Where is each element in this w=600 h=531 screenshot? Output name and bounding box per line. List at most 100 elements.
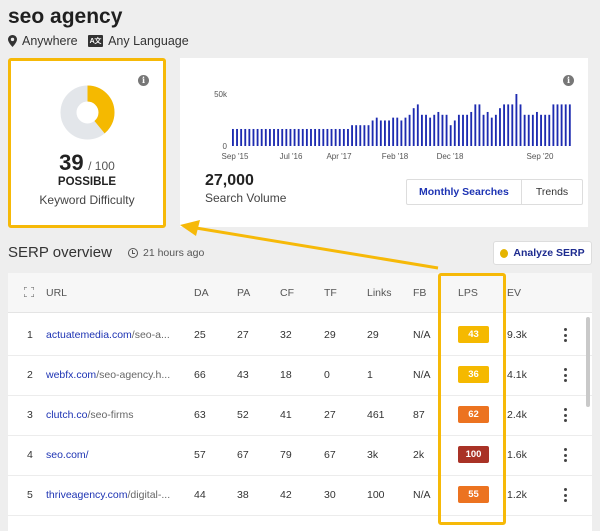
- language-label[interactable]: Any Language: [108, 34, 189, 48]
- tab-monthly-searches[interactable]: Monthly Searches: [407, 180, 522, 204]
- volume-bar[interactable]: [511, 104, 514, 146]
- volume-bar[interactable]: [289, 128, 292, 146]
- volume-bar[interactable]: [560, 104, 563, 146]
- volume-bar[interactable]: [347, 128, 349, 146]
- row-url[interactable]: webfx.com/seo-agency.h...: [46, 369, 170, 381]
- volume-bar[interactable]: [334, 128, 337, 146]
- volume-bar[interactable]: [412, 108, 415, 146]
- volume-bar[interactable]: [314, 128, 317, 146]
- volume-bar[interactable]: [375, 117, 378, 146]
- volume-bar[interactable]: [556, 104, 559, 146]
- column-da[interactable]: DA: [194, 287, 209, 299]
- volume-bar[interactable]: [437, 111, 440, 146]
- table-row[interactable]: 2 webfx.com/seo-agency.h... 66 43 18 0 1 N/A 4.1…: [8, 356, 592, 396]
- row-url-path[interactable]: /seo-firms: [87, 409, 134, 421]
- row-url-domain[interactable]: thriveagency.com: [46, 489, 128, 501]
- row-url[interactable]: seo.com/: [46, 449, 89, 461]
- volume-bar[interactable]: [474, 104, 477, 146]
- volume-bar[interactable]: [367, 125, 370, 146]
- volume-bar[interactable]: [445, 114, 448, 146]
- kebab-menu-icon[interactable]: [563, 368, 567, 382]
- volume-bar[interactable]: [244, 128, 247, 146]
- volume-bar[interactable]: [507, 104, 510, 146]
- volume-bar[interactable]: [297, 128, 300, 146]
- volume-bar[interactable]: [268, 128, 271, 146]
- volume-bar[interactable]: [408, 114, 411, 146]
- volume-bar[interactable]: [310, 128, 312, 146]
- volume-bar[interactable]: [277, 128, 280, 146]
- row-url-path[interactable]: /seo-agency.h...: [96, 369, 171, 381]
- volume-bar[interactable]: [388, 120, 390, 146]
- volume-bar[interactable]: [548, 114, 551, 146]
- row-url[interactable]: actuatemedia.com/seo-a...: [46, 329, 170, 341]
- volume-bar[interactable]: [536, 111, 538, 146]
- volume-bar[interactable]: [449, 125, 452, 146]
- kebab-menu-icon[interactable]: [563, 448, 567, 462]
- volume-bar[interactable]: [425, 114, 427, 146]
- volume-bar[interactable]: [326, 128, 329, 146]
- volume-bar[interactable]: [248, 128, 251, 146]
- volume-bar[interactable]: [478, 104, 481, 146]
- volume-bar[interactable]: [404, 117, 407, 146]
- volume-bar[interactable]: [363, 125, 366, 146]
- row-url-domain[interactable]: actuatemedia.com: [46, 329, 132, 341]
- column-cf[interactable]: CF: [280, 287, 294, 299]
- volume-bar[interactable]: [285, 128, 288, 146]
- volume-bar[interactable]: [293, 128, 296, 146]
- volume-bar[interactable]: [305, 128, 308, 146]
- kebab-menu-icon[interactable]: [563, 408, 567, 422]
- volume-bar[interactable]: [256, 128, 259, 146]
- volume-bar[interactable]: [322, 128, 325, 146]
- volume-bar[interactable]: [400, 120, 403, 146]
- volume-bar[interactable]: [494, 114, 497, 146]
- volume-bar[interactable]: [359, 125, 362, 146]
- info-icon[interactable]: i: [563, 75, 574, 86]
- volume-bar[interactable]: [462, 114, 464, 146]
- expand-icon[interactable]: [24, 287, 34, 297]
- volume-bar[interactable]: [384, 120, 386, 146]
- volume-bar[interactable]: [540, 114, 542, 146]
- volume-bar[interactable]: [470, 111, 473, 146]
- volume-bar[interactable]: [523, 114, 526, 146]
- volume-bar[interactable]: [273, 128, 275, 146]
- table-scrollbar[interactable]: [586, 317, 590, 407]
- table-row[interactable]: 4 seo.com/57 67 79 67 3k 2k 1.6k 100: [8, 436, 592, 476]
- volume-bar[interactable]: [519, 104, 522, 146]
- column-links[interactable]: Links: [367, 287, 392, 299]
- info-icon[interactable]: i: [138, 75, 149, 86]
- volume-bar[interactable]: [371, 120, 374, 146]
- volume-bar[interactable]: [396, 117, 399, 146]
- column-url[interactable]: URL: [46, 287, 68, 299]
- volume-bar[interactable]: [392, 117, 395, 146]
- table-row[interactable]: 3 clutch.co/seo-firms 63 52 41 27 461 87 2.4k 62: [8, 396, 592, 436]
- volume-bar[interactable]: [499, 108, 501, 146]
- volume-bar[interactable]: [260, 128, 263, 146]
- row-url-path[interactable]: /seo-a...: [131, 329, 170, 341]
- volume-bar[interactable]: [515, 94, 518, 146]
- column-pa[interactable]: PA: [237, 287, 251, 299]
- tab-trends[interactable]: Trends: [535, 186, 569, 198]
- location-label[interactable]: Anywhere: [22, 34, 78, 48]
- volume-bar[interactable]: [552, 104, 555, 146]
- volume-bar[interactable]: [264, 128, 267, 146]
- volume-bar[interactable]: [351, 125, 353, 146]
- volume-bar[interactable]: [568, 104, 571, 146]
- volume-bar[interactable]: [420, 114, 423, 146]
- volume-bar[interactable]: [342, 128, 345, 146]
- row-url[interactable]: clutch.co/seo-firms: [46, 409, 134, 421]
- column-fb[interactable]: FB: [413, 287, 427, 299]
- volume-bar[interactable]: [379, 120, 382, 146]
- column-ev[interactable]: EV: [507, 287, 522, 299]
- volume-bar[interactable]: [441, 114, 444, 146]
- volume-bar[interactable]: [486, 111, 489, 146]
- kebab-menu-icon[interactable]: [563, 488, 567, 502]
- volume-bar[interactable]: [503, 104, 506, 146]
- row-url[interactable]: thriveagency.com/digital-...: [46, 489, 170, 501]
- volume-bar[interactable]: [433, 114, 436, 146]
- volume-bar[interactable]: [490, 117, 493, 146]
- volume-bar[interactable]: [564, 104, 567, 146]
- volume-bar[interactable]: [429, 117, 432, 146]
- volume-bar[interactable]: [301, 128, 304, 146]
- volume-bar[interactable]: [318, 128, 321, 146]
- analyze-serp-button[interactable]: Analyze SERP: [493, 241, 592, 265]
